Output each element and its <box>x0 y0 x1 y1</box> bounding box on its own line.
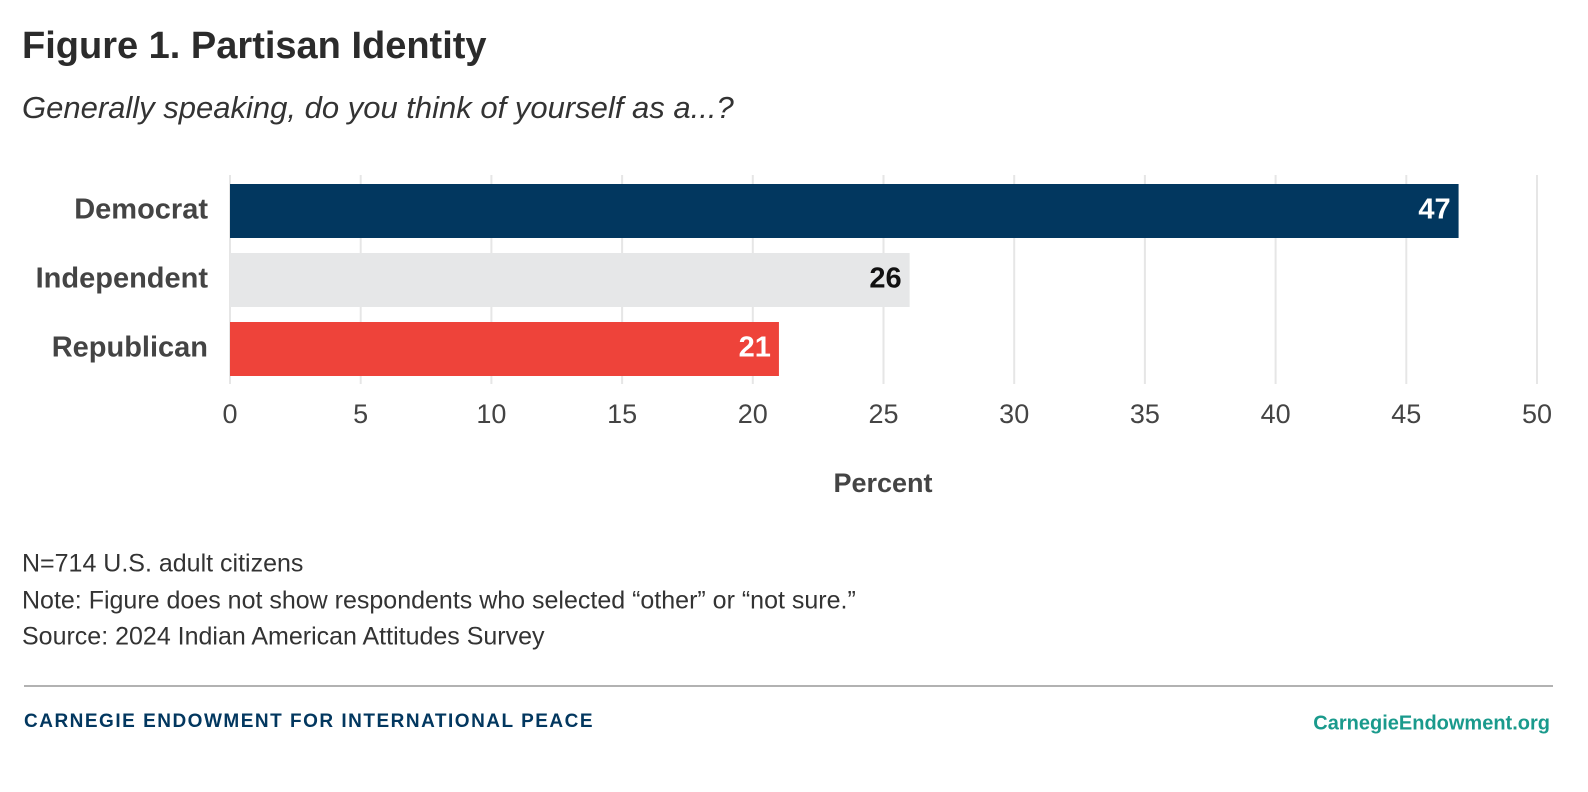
footer-website: CarnegieEndowment.org <box>1313 712 1550 734</box>
bar <box>230 184 1459 238</box>
x-tick-label: 25 <box>868 399 898 429</box>
y-tick-label: Republican <box>52 332 208 364</box>
x-tick-label: 20 <box>738 399 768 429</box>
x-tick-label: 35 <box>1130 399 1160 429</box>
y-tick-label: Independent <box>36 263 209 295</box>
x-tick-label: 10 <box>476 399 506 429</box>
x-tick-label: 45 <box>1391 399 1421 429</box>
note: Source: 2024 Indian American Attitudes S… <box>22 623 545 651</box>
bar <box>230 322 779 376</box>
footer-organization: CARNEGIE ENDOWMENT FOR INTERNATIONAL PEA… <box>24 711 594 732</box>
chart-subtitle: Generally speaking, do you think of your… <box>22 90 734 125</box>
note: Note: Figure does not show respondents w… <box>22 587 856 615</box>
x-tick-label: 5 <box>353 399 368 429</box>
chart-title: Figure 1. Partisan Identity <box>22 25 487 67</box>
x-tick-label: 40 <box>1261 399 1291 429</box>
x-tick-label: 0 <box>222 399 237 429</box>
y-tick-label: Democrat <box>74 194 208 226</box>
bar <box>230 253 910 307</box>
bars: Democrat 47 Independent 26 Republican 21 <box>36 184 1459 376</box>
value-label: 26 <box>869 263 901 295</box>
x-tick-label: 15 <box>607 399 637 429</box>
note: N=714 U.S. adult citizens <box>22 550 303 578</box>
value-label: 21 <box>739 332 771 364</box>
value-label: 47 <box>1418 194 1450 226</box>
x-axis-title: Percent <box>833 468 932 498</box>
x-tick-label: 30 <box>999 399 1029 429</box>
x-tick-label: 50 <box>1522 399 1552 429</box>
